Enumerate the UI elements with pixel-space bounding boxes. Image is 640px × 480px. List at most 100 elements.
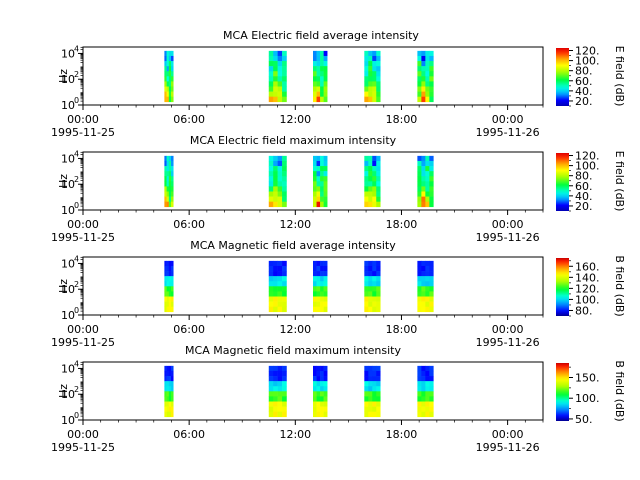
spectrogram-cell bbox=[376, 50, 381, 57]
spectrogram-cell bbox=[166, 71, 170, 77]
spectrogram-cell bbox=[316, 281, 321, 287]
spectrogram-cell bbox=[273, 306, 278, 313]
x-tick-label: 18:00 bbox=[386, 113, 418, 126]
spectrogram-cell bbox=[421, 386, 426, 392]
spectrogram-cell bbox=[273, 286, 278, 292]
spectrogram-cell bbox=[171, 196, 174, 202]
spectrogram-cell bbox=[164, 396, 167, 402]
spectrogram-cell bbox=[417, 176, 422, 182]
spectrogram-cell bbox=[313, 370, 317, 377]
spectrogram-cell bbox=[376, 171, 381, 177]
spectrogram-cell bbox=[368, 381, 373, 387]
spectrogram-cell bbox=[166, 281, 170, 287]
x-tick-label: 12:00 bbox=[279, 428, 311, 441]
spectrogram-cell bbox=[425, 276, 430, 282]
spectrogram-cell bbox=[168, 381, 172, 387]
spectrogram-cell bbox=[323, 276, 328, 282]
spectrogram-cell bbox=[277, 160, 283, 167]
colorbar bbox=[556, 48, 569, 106]
spectrogram-cell bbox=[372, 301, 377, 307]
spectrogram-cell bbox=[164, 201, 167, 208]
spectrogram-cell bbox=[372, 286, 377, 292]
spectrogram-cell bbox=[425, 55, 430, 62]
spectrogram-cell bbox=[282, 181, 287, 187]
spectrogram-cell bbox=[368, 55, 373, 62]
spectrogram-cell bbox=[417, 406, 422, 412]
spectrogram-cell bbox=[277, 186, 283, 192]
spectrogram-cell bbox=[421, 81, 426, 87]
spectrogram-cell bbox=[376, 276, 381, 282]
spectrogram-cell bbox=[320, 196, 324, 202]
spectrogram-cell bbox=[417, 196, 422, 202]
spectrogram-cell bbox=[313, 276, 317, 282]
spectrogram-cell bbox=[323, 291, 328, 297]
spectrogram-cell bbox=[372, 160, 377, 167]
spectrogram-cell bbox=[268, 91, 274, 97]
spectrogram-cell bbox=[282, 55, 287, 62]
spectrogram-cell bbox=[282, 301, 287, 307]
spectrogram-cell bbox=[368, 286, 373, 292]
spectrogram-cell bbox=[168, 196, 172, 202]
spectrogram-cell bbox=[425, 61, 430, 67]
spectrogram-cell bbox=[166, 155, 170, 162]
spectrogram-cell bbox=[166, 81, 170, 87]
colorbar-tick-label: 100. bbox=[575, 55, 600, 68]
spectrogram-cell bbox=[429, 66, 434, 72]
spectrogram-cell bbox=[171, 401, 174, 407]
spectrogram-cell bbox=[171, 296, 174, 302]
spectrogram-cell bbox=[320, 391, 324, 397]
spectrogram-cell bbox=[368, 96, 373, 103]
spectrogram-cell bbox=[417, 55, 422, 62]
spectrogram-cell bbox=[320, 291, 324, 297]
spectrogram-cell bbox=[421, 76, 426, 82]
spectrogram-cell bbox=[364, 376, 369, 382]
x-tick-label: 18:00 bbox=[386, 218, 418, 231]
spectrogram-cell bbox=[171, 260, 174, 267]
spectrogram-cell bbox=[425, 166, 430, 172]
colorbar-tick-label: 50. bbox=[575, 413, 593, 426]
spectrogram-cell bbox=[171, 411, 174, 418]
spectrogram-cell bbox=[417, 186, 422, 192]
spectrogram-cell bbox=[364, 201, 369, 208]
spectrogram-cell bbox=[168, 411, 172, 418]
spectrogram-cell bbox=[171, 265, 174, 272]
spectrogram-cell bbox=[376, 81, 381, 87]
spectrogram-cell bbox=[421, 191, 426, 197]
spectrogram-cell bbox=[320, 271, 324, 277]
spectrogram-cell bbox=[166, 181, 170, 187]
spectrogram-cell bbox=[417, 166, 422, 172]
spectrogram-cell bbox=[421, 276, 426, 282]
x-tick-label: 00:00 bbox=[67, 218, 99, 231]
y-tick-label: 10 bbox=[61, 204, 75, 217]
spectrogram-cell bbox=[429, 171, 434, 177]
spectrogram-cell bbox=[277, 55, 283, 62]
spectrogram-cell bbox=[320, 411, 324, 418]
colorbar-label: B field (dB) bbox=[613, 255, 626, 316]
spectrogram-cell bbox=[268, 171, 274, 177]
spectrogram-cell bbox=[171, 166, 174, 172]
spectrogram-cell bbox=[168, 396, 172, 402]
spectrogram-cell bbox=[277, 376, 283, 382]
spectrogram-cell bbox=[425, 186, 430, 192]
spectrogram-cell bbox=[372, 370, 377, 377]
spectrogram-cell bbox=[171, 281, 174, 287]
spectrogram-cell bbox=[421, 171, 426, 177]
spectrogram-cell bbox=[277, 396, 283, 402]
spectrogram-cell bbox=[376, 406, 381, 412]
spectrogram-cell bbox=[429, 50, 434, 57]
spectrogram-cell bbox=[376, 176, 381, 182]
spectrogram-cell bbox=[417, 396, 422, 402]
spectrogram-cell bbox=[376, 291, 381, 297]
spectrogram-cell bbox=[282, 71, 287, 77]
colorbar-tick-label: 60. bbox=[575, 180, 593, 193]
spectrogram-cell bbox=[429, 81, 434, 87]
y-tick-exponent: 2 bbox=[74, 175, 79, 184]
spectrogram-cell bbox=[429, 176, 434, 182]
colorbar-tick-label: 80. bbox=[575, 65, 593, 78]
panel-2: MCA Electric field maximum intensityHz10… bbox=[51, 134, 626, 244]
spectrogram-cell bbox=[168, 406, 172, 412]
spectrogram-cell bbox=[417, 286, 422, 292]
spectrogram-cell bbox=[316, 365, 321, 372]
spectrogram-cell bbox=[268, 81, 274, 87]
spectrogram-cell bbox=[429, 301, 434, 307]
